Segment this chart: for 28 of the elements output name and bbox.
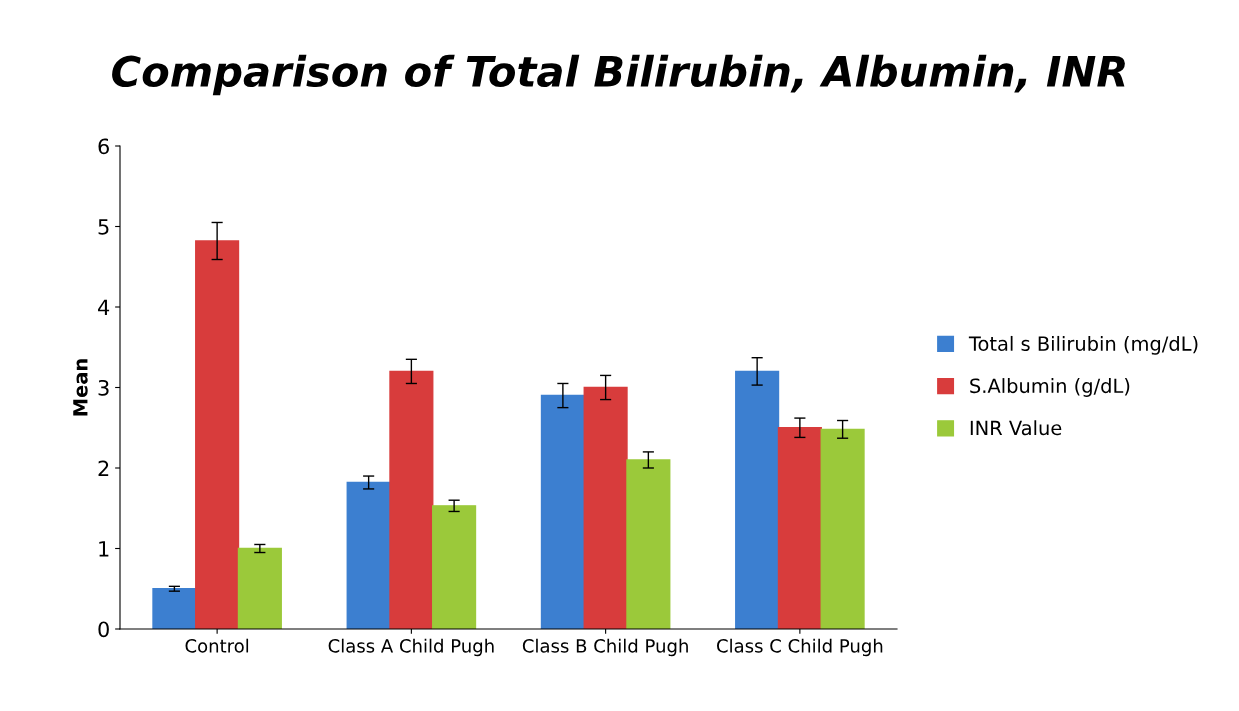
bar (432, 505, 477, 629)
y-tick-label: 5 (98, 219, 109, 235)
bar (820, 428, 865, 629)
x-tick-label: Class C Child Pugh (716, 638, 883, 657)
legend-label: INR Value (970, 420, 1062, 436)
bar (626, 459, 671, 629)
chart-title: Comparison of Total Bilirubin, Albumin, INR (112, 54, 1125, 96)
bar (389, 370, 434, 629)
bar (777, 427, 822, 629)
x-tick-label: Class A Child Pugh (328, 638, 494, 657)
x-tick-label: Control (185, 638, 249, 653)
x-tick-label: Class B Child Pugh (522, 638, 688, 657)
bar (152, 588, 197, 629)
bar (237, 547, 282, 629)
bar (195, 240, 240, 629)
y-tick-label: 4 (98, 299, 110, 315)
y-axis-title: Mean (73, 359, 88, 416)
bar (583, 386, 628, 629)
y-tick-label: 6 (98, 138, 109, 155)
bar (540, 394, 585, 629)
legend-label: Total s Bilirubin (mg/dL) (968, 335, 1198, 355)
y-tick-label: 1 (99, 541, 109, 557)
bar (346, 481, 391, 629)
bar (735, 370, 780, 629)
y-tick-label: 3 (98, 379, 109, 396)
y-tick-label: 2 (98, 460, 109, 476)
legend-label: S.Albumin (g/dL) (970, 378, 1130, 397)
y-tick-label: 0 (98, 621, 109, 638)
